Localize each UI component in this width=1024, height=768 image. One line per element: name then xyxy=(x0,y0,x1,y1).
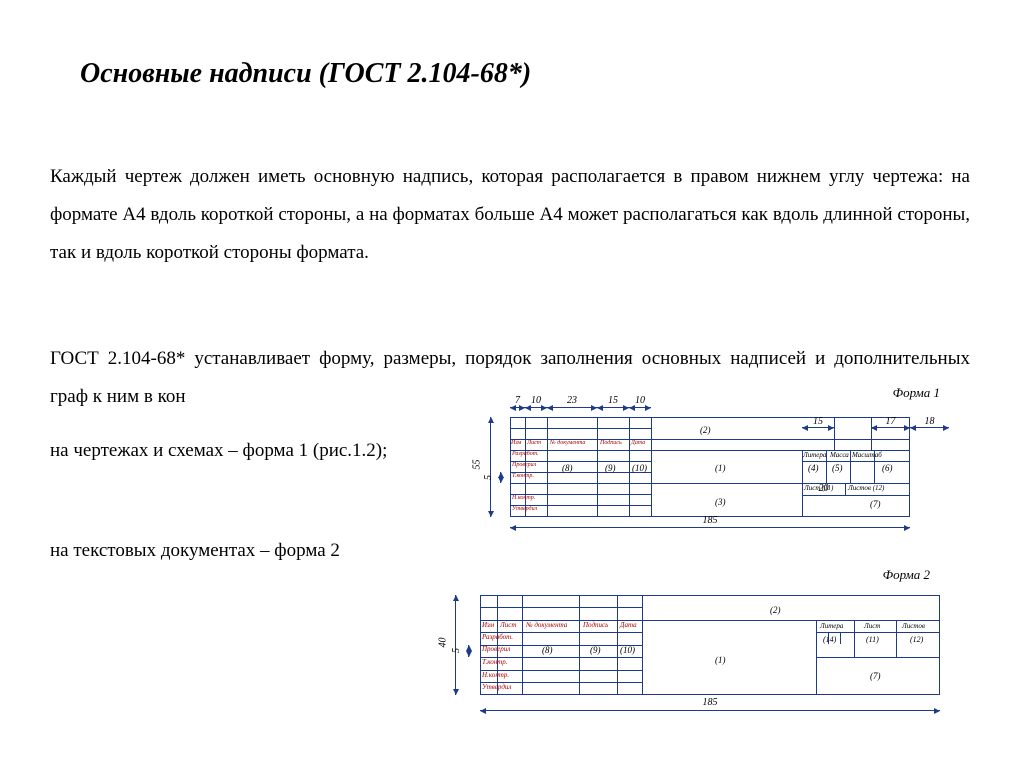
f1-c10: (10) xyxy=(632,463,647,473)
f2-list: Лист xyxy=(864,622,880,630)
f2-row0: Разработ. xyxy=(482,633,513,641)
f1-sign: Подпись xyxy=(600,440,622,446)
f1-row2: Т.контр. xyxy=(512,473,534,479)
f1-c2: (2) xyxy=(700,425,711,435)
f1-izm: Изм xyxy=(511,440,521,446)
f1-c5: (5) xyxy=(832,463,843,473)
f1-c9: (9) xyxy=(605,463,616,473)
f1-listov: Листов (12) xyxy=(848,484,884,492)
f2-c7: (7) xyxy=(870,671,881,681)
f1-c3: (3) xyxy=(715,497,726,507)
f2-row4: Утвердил xyxy=(482,683,511,691)
dim-40: 40 xyxy=(438,638,449,648)
f2-docnum: № документа xyxy=(526,621,567,629)
f2-c14: (14) xyxy=(823,635,836,644)
dim-5b: 5 xyxy=(451,648,462,653)
f2-c11: (11) xyxy=(866,635,879,644)
dim-23: 23 xyxy=(547,395,597,406)
f1-c6: (6) xyxy=(882,463,893,473)
f2-c8: (8) xyxy=(542,645,553,655)
dim-18: 18 xyxy=(910,416,949,427)
f1-masshtab: Масштаб xyxy=(852,451,882,459)
dim-185b: 185 xyxy=(480,697,940,708)
f1-litera: Литера xyxy=(803,451,826,459)
dim-15a: 15 xyxy=(597,395,629,406)
f1-row0: Разработ. xyxy=(512,451,539,457)
line-form1: на чертежах и схемах – форма 1 (рис.1.2)… xyxy=(50,440,387,462)
f2-list-h: Лист xyxy=(500,621,516,629)
f1-list-h: Лист xyxy=(527,440,541,446)
dim-185a: 185 xyxy=(510,515,910,526)
dim-10b: 10 xyxy=(629,395,651,406)
f2-tkontr: Т.контр. xyxy=(482,658,508,666)
f2-c12: (12) xyxy=(910,635,923,644)
line-form2: на текстовых документах – форма 2 xyxy=(50,540,340,562)
f1-row1: Проверил xyxy=(512,462,536,468)
form1-diagram: Форма 1 7 10 23 15 10 15 17 18 55 xyxy=(490,395,970,575)
f2-c9: (9) xyxy=(590,645,601,655)
f1-docnum: № документа xyxy=(550,440,585,446)
form2-diagram: Форма 2 40 5 185 (2) (1) (7) (8) (9) (10… xyxy=(450,575,990,745)
f1-massa: Масса xyxy=(830,451,849,459)
f2-litera: Литера xyxy=(820,622,843,630)
form1-caption: Форма 1 xyxy=(893,385,940,401)
dim-15b: 15 xyxy=(802,416,834,427)
f1-c8: (8) xyxy=(562,463,573,473)
dim-55: 55 xyxy=(472,460,483,470)
f2-c10: (10) xyxy=(620,645,635,655)
dim-17: 17 xyxy=(871,416,910,427)
f1-c7: (7) xyxy=(870,499,881,509)
dim-7: 7 xyxy=(510,395,525,406)
f2-date: Дата xyxy=(620,621,637,629)
f2-sign: Подпись xyxy=(583,621,608,629)
dim-10a: 10 xyxy=(525,395,547,406)
f1-row5: Утвердил xyxy=(512,506,537,512)
f1-c4: (4) xyxy=(808,463,819,473)
f2-c2: (2) xyxy=(770,605,781,615)
f2-row1: Проверил xyxy=(482,645,510,653)
paragraph-1: Каждый чертеж должен иметь основную надп… xyxy=(50,158,970,272)
page-title: Основные надписи (ГОСТ 2.104-68*) xyxy=(80,58,531,90)
dim-5a: 5 xyxy=(483,475,494,480)
form2-caption: Форма 2 xyxy=(883,567,930,583)
f2-c1: (1) xyxy=(715,655,726,665)
f2-izm: Изм xyxy=(482,621,494,629)
f2-row3: Н.контр. xyxy=(482,671,509,679)
f1-c1: (1) xyxy=(715,463,726,473)
f1-list: Лист (11) xyxy=(804,484,833,492)
f1-row4: Н.контр. xyxy=(512,495,535,501)
f2-listov: Листов xyxy=(902,622,925,630)
f1-date: Дата xyxy=(631,440,645,446)
